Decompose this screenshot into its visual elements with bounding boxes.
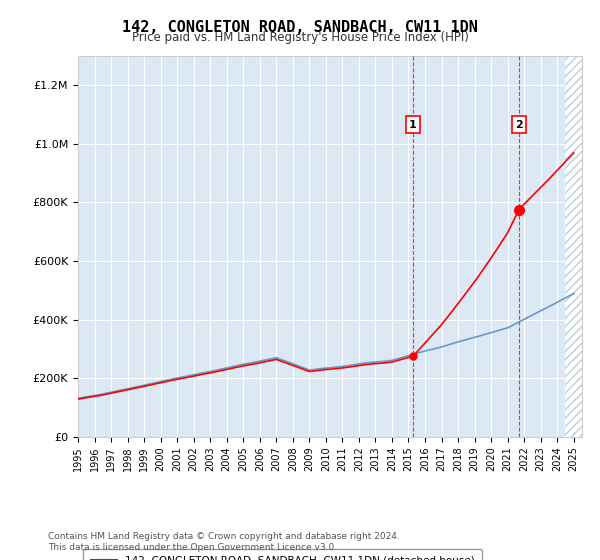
Bar (565, 56, 582, 437)
Text: Contains HM Land Registry data © Crown copyright and database right 2024.
This d: Contains HM Land Registry data © Crown c… (48, 532, 400, 552)
Bar (565, 56, 582, 437)
Text: 142, CONGLETON ROAD, SANDBACH, CW11 1DN: 142, CONGLETON ROAD, SANDBACH, CW11 1DN (122, 20, 478, 35)
Bar (565, 56, 582, 437)
Bar (565, 56, 582, 437)
Bar (78, 56, 565, 437)
Legend: 142, CONGLETON ROAD, SANDBACH, CW11 1DN (detached house), HPI: Average price, de: 142, CONGLETON ROAD, SANDBACH, CW11 1DN … (83, 549, 482, 560)
Text: 2: 2 (515, 119, 523, 129)
Text: 1: 1 (409, 119, 417, 129)
Text: Price paid vs. HM Land Registry's House Price Index (HPI): Price paid vs. HM Land Registry's House … (131, 31, 469, 44)
